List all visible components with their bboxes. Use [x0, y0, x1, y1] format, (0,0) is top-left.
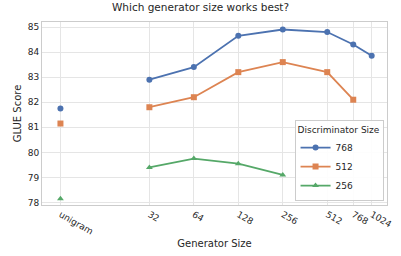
svg-text:79: 79 — [28, 173, 40, 183]
svg-text:83: 83 — [28, 72, 39, 82]
svg-text:unigram: unigram — [57, 209, 95, 236]
svg-text:84: 84 — [28, 47, 40, 57]
svg-text:768: 768 — [336, 143, 353, 153]
svg-text:768: 768 — [350, 209, 370, 226]
svg-text:Generator Size: Generator Size — [177, 238, 252, 249]
svg-text:32: 32 — [146, 209, 161, 223]
svg-text:512: 512 — [324, 209, 344, 226]
svg-text:78: 78 — [28, 198, 40, 208]
svg-text:85: 85 — [28, 22, 39, 32]
svg-text:128: 128 — [235, 209, 255, 226]
svg-text:80: 80 — [28, 148, 40, 158]
svg-text:1024: 1024 — [368, 209, 393, 229]
svg-text:81: 81 — [28, 122, 39, 132]
svg-text:64: 64 — [191, 209, 206, 224]
svg-text:512: 512 — [336, 162, 353, 172]
svg-text:GLUE Score: GLUE Score — [12, 85, 23, 143]
svg-text:82: 82 — [28, 97, 39, 107]
svg-text:Which generator size works bes: Which generator size works best? — [112, 1, 289, 13]
svg-text:256: 256 — [280, 209, 300, 226]
svg-text:256: 256 — [336, 181, 353, 191]
svg-text:Discriminator Size: Discriminator Size — [298, 125, 380, 135]
